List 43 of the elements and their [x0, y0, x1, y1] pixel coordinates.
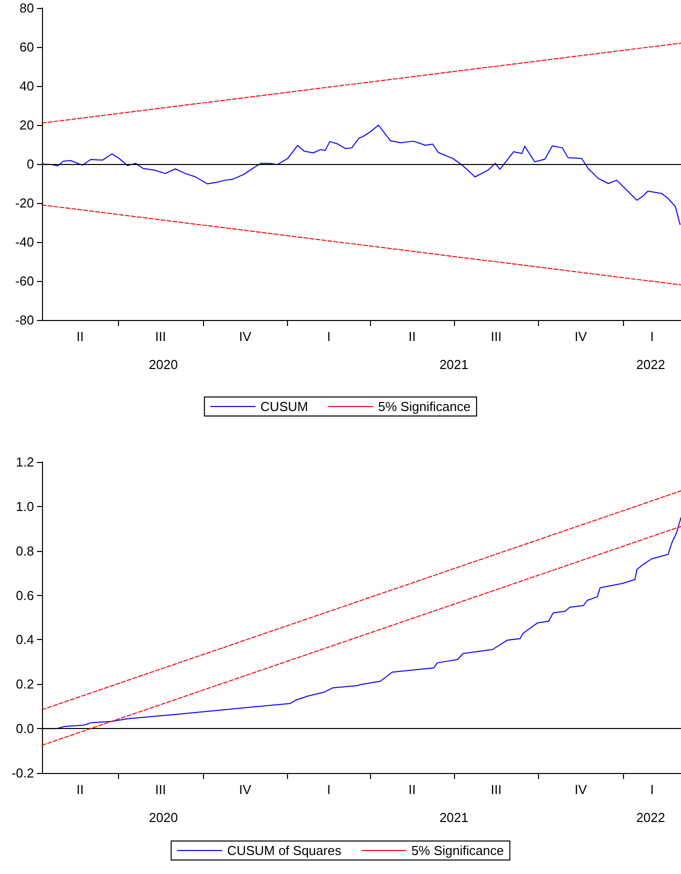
y-tick-label: -60	[15, 274, 34, 288]
y-tick-label: 0	[26, 156, 34, 172]
text: III	[490, 782, 502, 797]
text: III	[155, 782, 166, 797]
legend-label: 5% Significance	[411, 843, 504, 858]
text: II	[76, 329, 84, 344]
text: IV	[239, 782, 252, 797]
y-tick-label: 0.4	[16, 632, 34, 648]
y-tick-label: 0.6	[16, 588, 34, 603]
y-tick-label: 0.0	[16, 721, 34, 736]
y-tick-label: 80	[20, 0, 34, 16]
text: III	[155, 329, 166, 344]
text: I	[327, 782, 331, 797]
y-tick-label: -0.2	[12, 766, 34, 780]
y-tick-label: -20	[15, 196, 34, 210]
x-tick-label: 2020	[148, 357, 178, 372]
text: I	[650, 782, 654, 797]
text: II	[408, 782, 416, 797]
x-tick-label: 2021	[439, 810, 468, 825]
legend-label: CUSUM of Squares	[227, 843, 342, 858]
y-tick-label: -80	[15, 312, 34, 328]
y-tick-label: -40	[15, 234, 34, 250]
y-tick-label: 60	[20, 40, 34, 54]
x-tick-label: 2021	[439, 357, 468, 372]
text: II	[408, 329, 416, 344]
x-tick-label: 2020	[148, 810, 178, 825]
y-tick-label: 0.2	[16, 676, 34, 692]
y-tick-label: 1.0	[16, 498, 34, 514]
x-tick-label: 2022	[636, 357, 666, 372]
legend-label: 5% Significance	[378, 399, 471, 414]
x-tick-label: 2022	[636, 810, 666, 825]
text: I	[327, 329, 331, 344]
text: IV	[574, 329, 588, 344]
y-tick-label: 0.8	[16, 543, 34, 558]
y-tick-label: 40	[20, 78, 34, 94]
y-tick-label: 1.2	[16, 454, 34, 470]
text: IV	[574, 782, 588, 797]
text: III	[490, 329, 502, 344]
text: IV	[239, 329, 252, 344]
y-tick-label: 20	[20, 118, 34, 132]
text: II	[76, 782, 84, 797]
legend-label: CUSUM	[260, 399, 308, 414]
text: I	[650, 329, 654, 344]
